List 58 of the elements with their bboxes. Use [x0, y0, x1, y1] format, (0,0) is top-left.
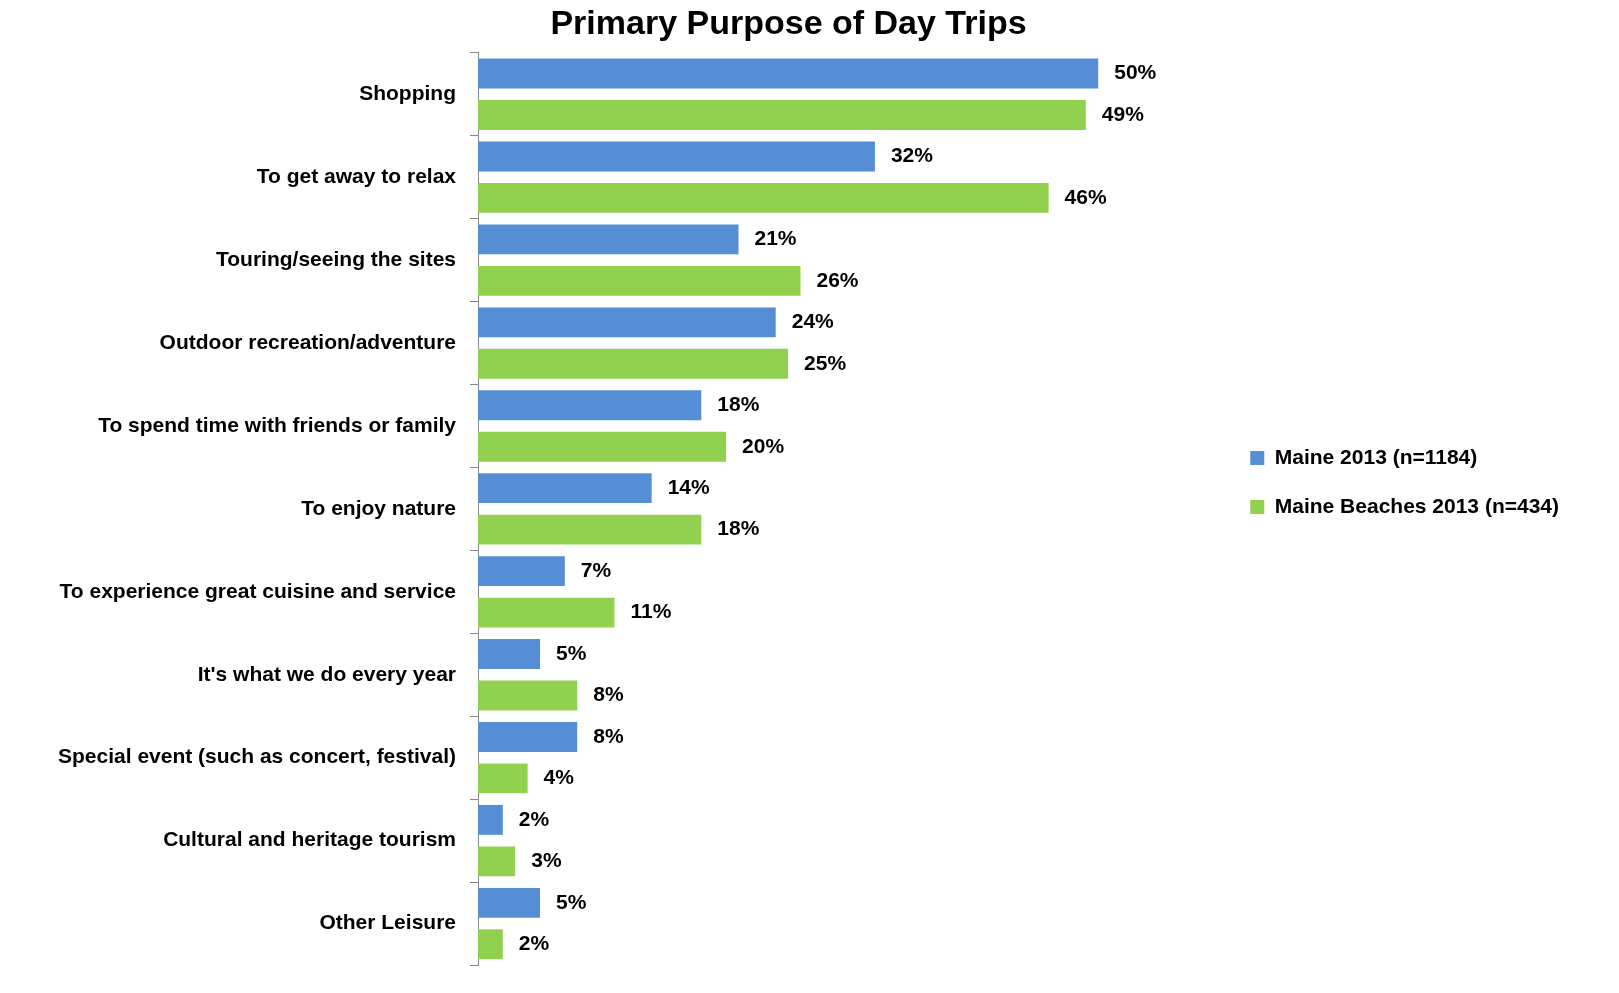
bar: [478, 763, 528, 794]
bar: [478, 265, 801, 296]
bar: [478, 556, 565, 587]
data-label: 11%: [630, 599, 672, 623]
bar: [478, 100, 1086, 130]
data-label: 8%: [593, 682, 624, 706]
data-label: 18%: [717, 392, 760, 416]
data-label: 24%: [791, 309, 835, 333]
data-label: 46%: [1064, 184, 1107, 208]
bar: [478, 887, 541, 918]
data-label: 25%: [804, 350, 847, 374]
bar: [478, 141, 875, 172]
y-tick-label: Outdoor recreation/adventure: [159, 329, 456, 353]
y-tick-label: To spend time with friends or family: [98, 412, 457, 436]
bar: [478, 804, 503, 835]
bar: [478, 431, 727, 462]
data-label: 3%: [531, 848, 562, 872]
bar: [478, 597, 615, 628]
data-label: 20%: [742, 433, 785, 457]
y-tick-label: Other Leisure: [319, 910, 456, 934]
data-label: 5%: [556, 889, 587, 913]
y-tick-label: Special event (such as concert, festival): [58, 744, 456, 768]
legend-label: Maine 2013 (n=1184): [1274, 444, 1478, 468]
y-tick-label: To enjoy nature: [301, 495, 456, 519]
y-tick-label: Shopping: [359, 81, 456, 105]
data-label: 32%: [890, 143, 934, 167]
data-label: 5%: [556, 640, 587, 664]
data-label: 14%: [667, 474, 711, 498]
bar: [478, 639, 541, 669]
legend-label: Maine Beaches 2013 (n=434): [1274, 493, 1560, 517]
bar: [478, 58, 1099, 89]
y-tick-label: To get away to relax: [256, 163, 457, 187]
bar: [478, 722, 578, 752]
bar: [478, 680, 578, 711]
y-tick-label: It's what we do every year: [197, 661, 456, 685]
data-label: 50%: [1114, 60, 1157, 84]
data-label: 7%: [580, 557, 612, 581]
data-label: 21%: [754, 226, 797, 250]
data-label: 26%: [816, 267, 859, 291]
bar: [478, 390, 702, 421]
data-label: 18%: [717, 516, 760, 540]
bar: [478, 514, 702, 545]
bar: [478, 929, 503, 960]
chart-title: Primary Purpose of Day Trips: [550, 2, 1027, 41]
bar: [478, 348, 789, 379]
data-label: 4%: [543, 765, 575, 789]
bar: [478, 224, 739, 255]
data-label: 2%: [518, 931, 550, 955]
data-label: 8%: [593, 723, 624, 747]
data-label: 49%: [1101, 101, 1145, 125]
data-label: 2%: [518, 806, 550, 830]
y-tick-label: To experience great cuisine and service: [59, 578, 456, 602]
bar: [478, 183, 1049, 213]
y-tick-label: Cultural and heritage tourism: [163, 827, 456, 851]
y-tick-label: Touring/seeing the sites: [216, 246, 456, 270]
bar: [478, 307, 776, 338]
bar: [478, 846, 516, 877]
bar: [478, 473, 652, 504]
